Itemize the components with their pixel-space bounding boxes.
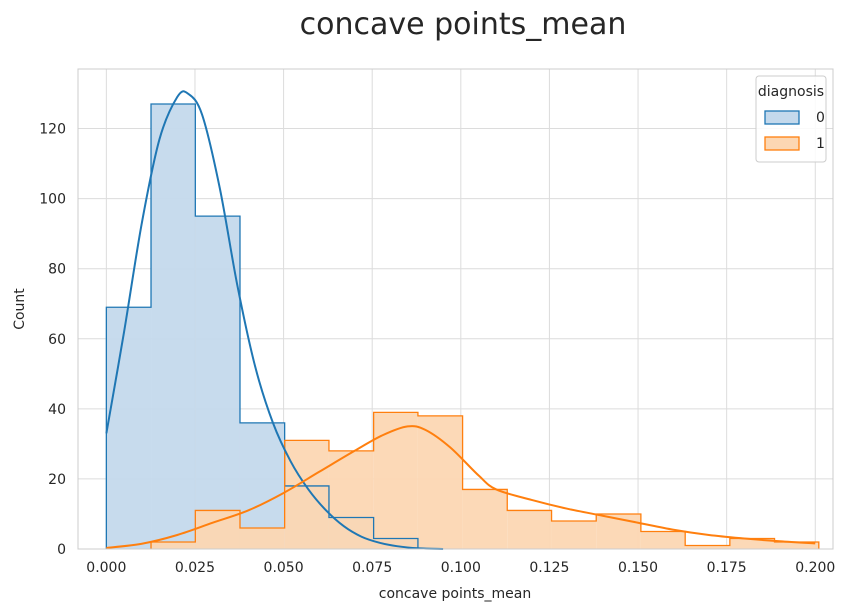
legend-title: diagnosis: [758, 84, 824, 100]
bar-1-13: [685, 545, 730, 549]
bar-1-9: [507, 510, 552, 549]
x-axis-title: concave points_mean: [379, 586, 531, 602]
x-tick-label: 0.050: [264, 560, 304, 576]
bar-1-15: [774, 541, 819, 549]
x-tick-label: 0.075: [352, 560, 392, 576]
y-axis-title: Count: [12, 288, 28, 330]
bar-1-1: [151, 541, 196, 549]
bars: [105, 103, 820, 549]
x-axis-ticks: 0.000 0.025 0.050 0.075 0.100 0.125 0.150 0.175…: [86, 560, 835, 576]
kde-line-1: [106, 425, 816, 549]
y-tick-label: 120: [39, 122, 66, 138]
bar-1-14: [729, 538, 775, 549]
y-tick-label: 20: [48, 472, 66, 488]
legend-swatch-1: [764, 136, 800, 151]
y-tick-label: 40: [48, 402, 66, 418]
y-axis-ticks: 0 20 40 60 80 100 120: [39, 122, 66, 558]
x-tick-label: 0.200: [795, 560, 835, 576]
bar-1-8: [462, 489, 508, 549]
y-tick-label: 60: [48, 332, 66, 348]
legend: diagnosis 0 1: [755, 75, 827, 163]
kde-curves: [105, 90, 816, 550]
bar-1-7: [417, 415, 463, 549]
bar-outline-1: [150, 411, 820, 549]
bar-1-12: [640, 531, 686, 549]
bar-outline-0: [105, 103, 419, 549]
x-tick-label: 0.175: [707, 560, 747, 576]
bar-0-0: [106, 307, 152, 549]
legend-label-1: 1: [816, 136, 825, 152]
x-tick-label: 0.025: [175, 560, 215, 576]
x-tick-label: 0.150: [618, 560, 658, 576]
bar-1-6: [373, 412, 418, 549]
bar-0-2: [195, 216, 240, 549]
plot-frame: [77, 68, 834, 550]
legend-swatch-0: [764, 110, 800, 125]
chart-title: concave points_mean: [300, 7, 627, 42]
bar-1-5: [328, 450, 374, 549]
bar-1-4: [284, 440, 329, 549]
y-tick-label: 80: [48, 262, 66, 278]
bar-0-1: [151, 104, 196, 549]
kde-line-0: [105, 90, 444, 550]
x-tick-label: 0.125: [529, 560, 569, 576]
bar-1-3: [239, 527, 285, 549]
x-tick-label: 0.000: [86, 560, 126, 576]
y-tick-label: 100: [39, 192, 66, 208]
bar-1-10: [551, 520, 597, 549]
y-tick-label: 0: [57, 542, 66, 558]
bars-series-1: [151, 412, 819, 549]
x-tick-label: 0.100: [441, 560, 481, 576]
legend-label-0: 0: [816, 110, 825, 126]
